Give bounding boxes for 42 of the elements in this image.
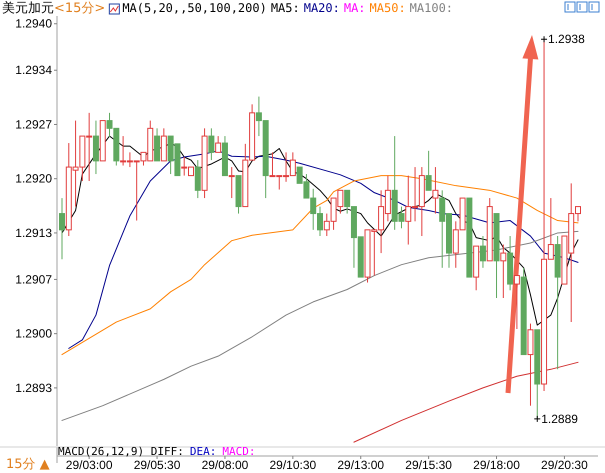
annotation: DEA: [190, 445, 216, 458]
y-tick-label: 1.2927 [15, 117, 52, 132]
candlestick [480, 236, 486, 268]
y-tick-label: 1.2920 [15, 172, 52, 186]
line-series [62, 175, 578, 356]
x-tick-label: 29/13:00 [337, 458, 384, 472]
legend-label: MA: [344, 1, 366, 15]
candlestick [215, 136, 222, 153]
text: MA50: [370, 1, 406, 15]
candlestick [59, 198, 65, 260]
candlestick [432, 166, 438, 214]
chart-subtitle: <15分> [54, 1, 106, 16]
y-tick-label: 1.2893 [15, 380, 52, 395]
candlestick [426, 150, 432, 191]
y-tick-label: 1.2907 [15, 272, 52, 286]
x-tick-label: 29/20:30 [541, 458, 588, 472]
annotation: MACD: [222, 445, 256, 458]
annotation: MACD(26,12,9) DIFF: [58, 445, 184, 458]
y-tick-label: 1.2900 [15, 326, 52, 341]
annotation: 1.2889 [541, 412, 578, 426]
x-tick-label: 29/08:00 [202, 458, 249, 472]
line-series [353, 362, 578, 443]
text: 15分 ▲ [6, 457, 50, 472]
x-tick-label: 29/03:00 [66, 458, 113, 472]
x-tick-label: 29/10:30 [269, 458, 317, 472]
chart-title: 美元加元 [2, 0, 54, 16]
x-tick-label: 29/18:00 [473, 458, 520, 472]
text: MA5: [270, 1, 300, 15]
y-tick-label: 1.2913 [15, 226, 52, 240]
annotation: 1.2938 [548, 32, 586, 46]
text: MA20: [304, 1, 340, 15]
y-tick-label: 1.2934 [15, 63, 52, 78]
x-tick-label: 29/05:30 [134, 458, 181, 472]
y-tick-label: 1.2940 [15, 16, 52, 31]
x-tick-label: 29/15:30 [405, 458, 452, 472]
candlestick [208, 128, 214, 161]
text: MA100: [410, 1, 454, 15]
text: MA(5,20,,50,100,200) [122, 1, 267, 15]
candlestick [514, 275, 520, 330]
candlestick [500, 244, 506, 299]
candlestick [194, 160, 201, 199]
candlestick [228, 166, 235, 199]
